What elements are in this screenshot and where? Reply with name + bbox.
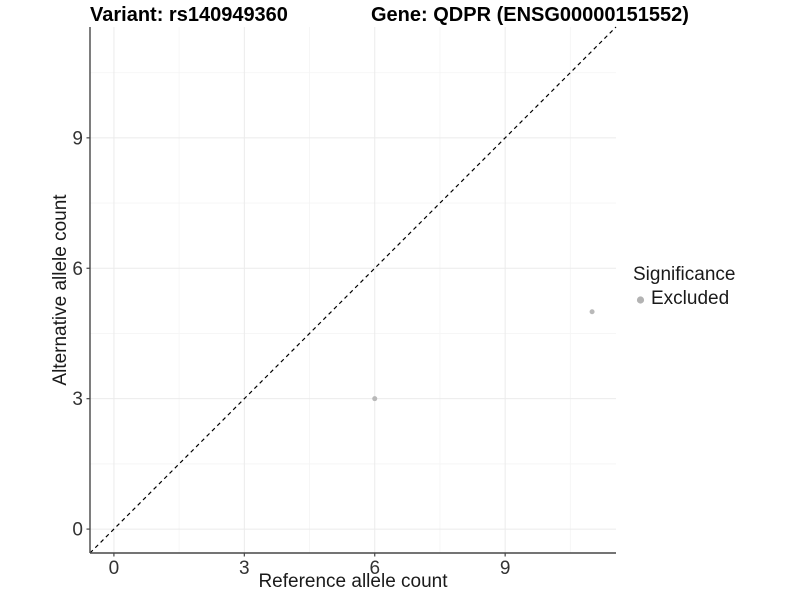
y-tick-label: 0 (72, 520, 83, 541)
identity-dashed-line (89, 26, 617, 554)
legend-dot (636, 295, 645, 304)
data-point (372, 396, 378, 402)
plot-title-variant: Variant: rs140949360 (90, 4, 288, 26)
x-tick-label: 3 (239, 558, 250, 579)
data-point (589, 309, 595, 315)
x-axis-title: Reference allele count (258, 571, 448, 592)
plot-title-gene: Gene: QDPR (ENSG00000151552) (371, 4, 689, 26)
x-tick-label: 9 (500, 558, 511, 579)
legend-item-label: Excluded (651, 288, 730, 309)
legend-key-dot-icon (636, 295, 645, 304)
y-tick-label: 3 (72, 389, 83, 410)
y-tick-label: 6 (72, 259, 83, 280)
legend-title: Significance (633, 264, 736, 285)
x-tick-label: 0 (109, 558, 120, 579)
legend: Significance Excluded (633, 264, 735, 310)
x-tick-label: 6 (369, 558, 380, 579)
legend-item-excluded: Excluded (633, 288, 735, 310)
y-tick-label: 9 (72, 128, 83, 149)
y-axis-title: Alternative allele count (50, 194, 71, 386)
